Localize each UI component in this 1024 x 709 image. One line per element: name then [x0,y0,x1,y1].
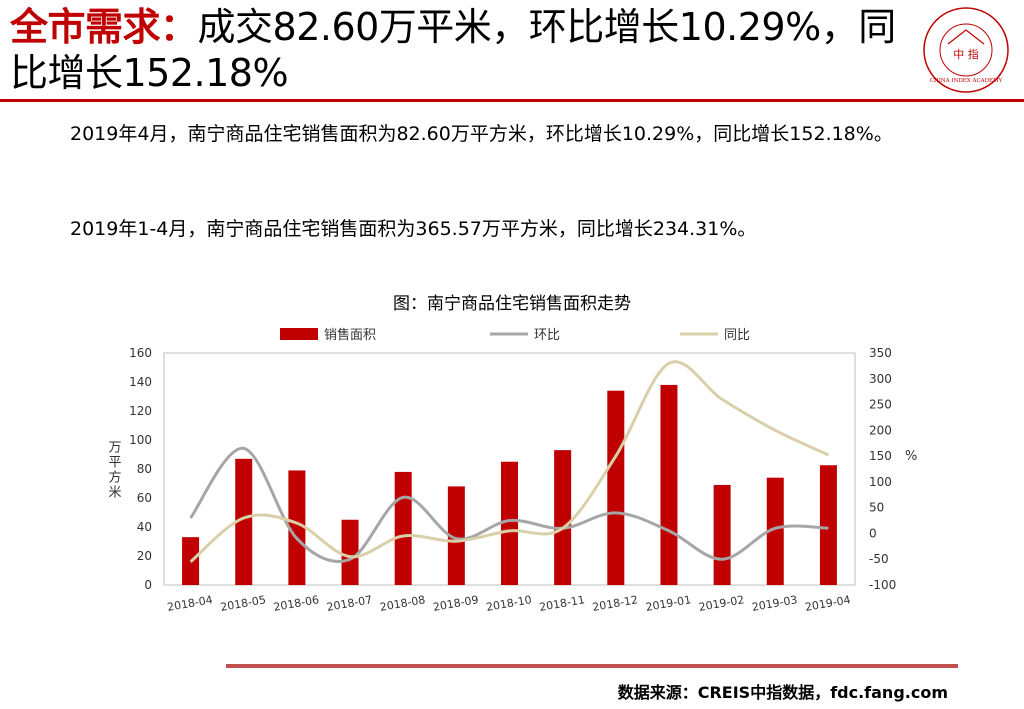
y-tick-label: 100 [129,433,152,447]
bar-2018-06 [288,470,306,585]
bar-2018-09 [447,486,465,585]
bar-2018-11 [554,450,572,585]
y-tick-label: 60 [137,491,152,505]
line-series-2 [189,360,830,563]
y2-tick-label: 250 [869,398,892,412]
bar-2018-05 [235,458,253,585]
bar-2019-01 [660,384,678,585]
y-tick-label: 0 [144,578,152,592]
x-tick-label: 2019-01 [645,593,693,614]
bar-2019-04 [819,465,837,585]
y2-tick-label: -50 [869,552,889,566]
y-axis-label: 万平方米 [106,440,122,500]
x-tick-label: 2018-07 [326,593,374,614]
x-tick-label: 2018-11 [538,593,586,614]
bar-2018-10 [501,461,518,585]
x-tick-label: 2018-04 [166,593,214,614]
x-tick-label: 2019-04 [804,593,852,614]
y2-axis-label: % [905,449,917,464]
x-tick-label: 2018-09 [432,593,480,614]
y-tick-label: 20 [137,549,152,563]
y2-tick-label: 50 [869,501,884,515]
paragraph-ytd: 2019年1-4月，南宁商品住宅销售面积为365.57万平方米，同比增长234.… [70,218,757,240]
x-tick-label: 2018-10 [485,593,533,614]
x-tick-label: 2018-05 [219,593,267,614]
y-tick-label: 160 [129,346,152,360]
sales-area-chart: 0 20 40 60 80 100 120 140 160 -100 -50 0 50 100 150 200… [106,327,918,614]
legend-label-3: 同比 [724,328,750,343]
data-source: 数据来源：CREIS中指数据，fdc.fang.com [617,683,948,702]
bar-2018-12 [607,390,625,585]
bar-2018-08 [394,471,412,585]
x-tick-label: 2018-06 [273,593,321,614]
bar-2019-02 [713,484,731,585]
title-rest: 成交82.60万平米，环比增长10.29%，同比增长152.18% [10,5,896,95]
y2-tick-label: 350 [869,346,892,360]
x-tick-label: 2018-08 [379,593,427,614]
line-series-1 [189,446,829,564]
legend-label-2: 环比 [534,328,560,343]
y-tick-label: 40 [137,520,152,534]
paragraph-monthly: 2019年4月，南宁商品住宅销售面积为82.60万平方米，环比增长10.29%，… [70,123,893,145]
legend-label-1: 销售面积 [324,327,376,343]
y2-tick-label: 0 [869,526,877,540]
y-tick-label: 140 [129,375,152,389]
y2-tick-label: 100 [869,475,892,489]
y2-tick-label: -100 [869,578,896,592]
logo-ring-text: CHINA INDEX ACADEMY [930,78,1003,84]
logo-center-text: 中 指 [953,47,979,61]
y2-tick-label: 200 [869,423,892,437]
footer-rule [226,664,958,668]
y-tick-label: 80 [137,462,152,476]
logo-seal-icon: 中 指 CHINA INDEX ACADEMY [923,7,1009,93]
y2-tick-label: 300 [869,372,892,386]
x-tick-label: 2018-12 [591,593,639,614]
page-title: 全市需求：成交82.60万平米，环比增长10.29%，同比增长152.18% [10,4,910,96]
bar-2019-03 [766,477,784,585]
y-tick-label: 120 [129,404,152,418]
y2-tick-label: 150 [869,449,892,463]
title-lead: 全市需求： [10,5,198,49]
chart-title: 图：南宁商品住宅销售面积走势 [393,294,631,314]
legend-swatch-1 [280,328,318,340]
bar-2018-07 [341,519,359,585]
header-rule [0,99,1024,102]
x-tick-label: 2019-03 [751,593,799,614]
x-tick-label: 2019-02 [698,593,746,614]
